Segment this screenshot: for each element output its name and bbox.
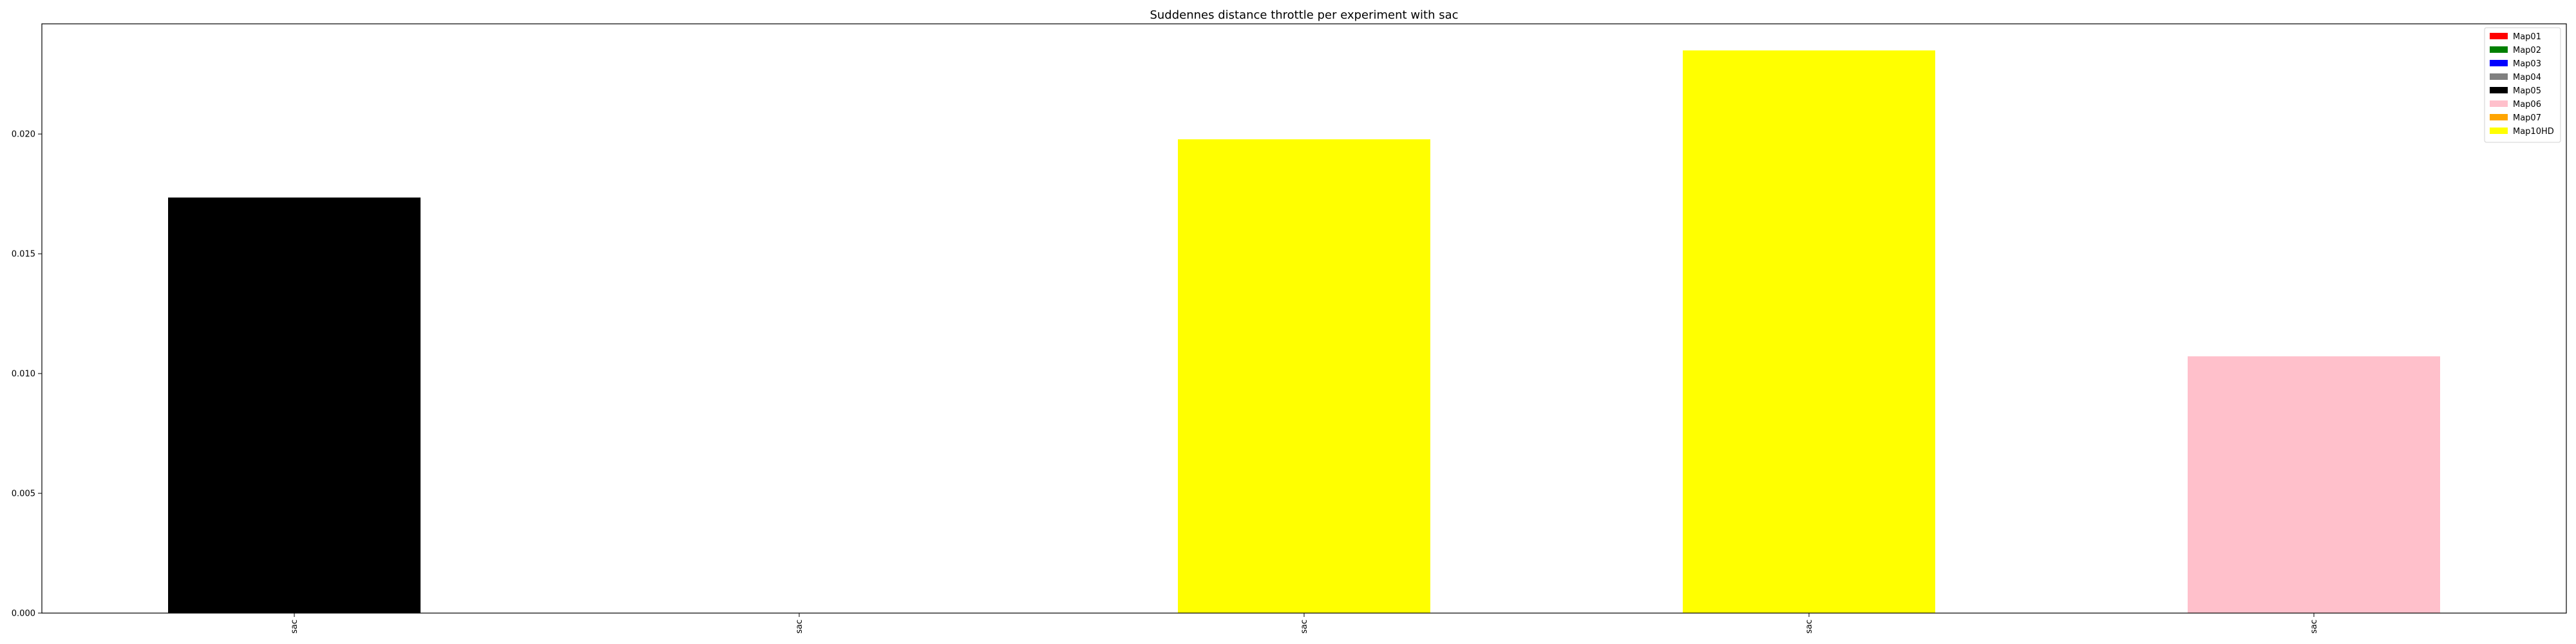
chart-title: Suddennes distance throttle per experime… <box>1150 8 1458 22</box>
legend-swatch <box>2490 33 2508 39</box>
legend-swatch <box>2490 73 2508 80</box>
legend-swatch <box>2490 100 2508 107</box>
legend-label: Map06 <box>2513 100 2541 109</box>
y-tick-label: 0.010 <box>12 370 35 379</box>
legend-swatch <box>2490 60 2508 66</box>
y-tick-label: 0.000 <box>12 609 35 619</box>
legend-label: Map10HD <box>2513 127 2554 137</box>
bar-3 <box>1178 139 1430 614</box>
bar-1 <box>168 197 421 613</box>
legend-swatch <box>2490 46 2508 53</box>
bars-layer <box>168 50 2440 614</box>
legend: Map01 Map02 Map03 Map04 Map05 Map06 Map07 Map10… <box>2484 27 2561 143</box>
axes-layer: 0.000 0.005 0.010 0.015 0.020 sac sac sac sac sac <box>12 23 2567 634</box>
legend-label: Map05 <box>2513 86 2541 96</box>
x-tick-label: sac <box>290 620 299 634</box>
x-tick-label: sac <box>1300 620 1309 634</box>
bar-4 <box>1683 50 1935 614</box>
legend-swatch <box>2490 128 2508 134</box>
legend-label: Map07 <box>2513 113 2541 123</box>
y-tick-label: 0.015 <box>12 250 35 260</box>
bar-5 <box>2188 356 2440 613</box>
legend-swatch <box>2490 87 2508 93</box>
legend-box <box>2484 27 2561 143</box>
legend-label: Map02 <box>2513 46 2541 55</box>
legend-swatch <box>2490 114 2508 120</box>
x-tick-label: sac <box>1804 620 1814 634</box>
x-tick-label: sac <box>2309 620 2319 634</box>
y-tick-label: 0.020 <box>12 130 35 140</box>
legend-label: Map04 <box>2513 73 2541 82</box>
legend-label: Map01 <box>2513 32 2541 42</box>
legend-label: Map03 <box>2513 59 2541 69</box>
x-tick-label: sac <box>795 620 804 634</box>
y-tick-label: 0.005 <box>12 489 35 499</box>
